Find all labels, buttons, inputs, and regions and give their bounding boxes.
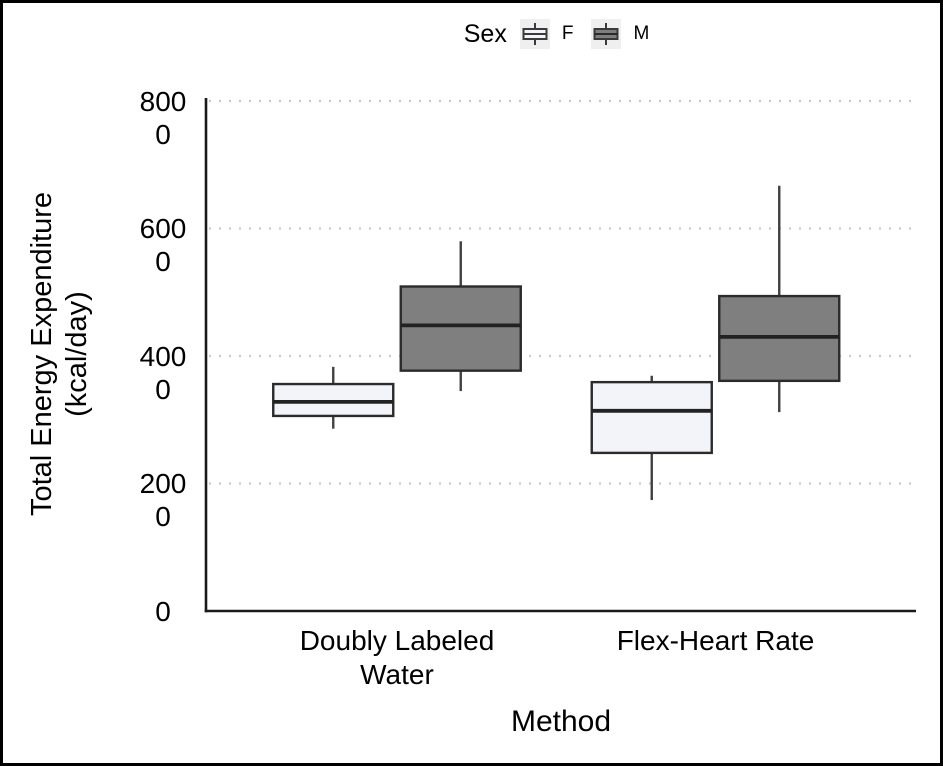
y-tick-label-2000: 200 0 xyxy=(139,468,187,532)
box-f-doubly-labeled-water xyxy=(272,382,395,418)
plot-canvas xyxy=(204,98,916,613)
legend-key-m xyxy=(591,19,622,49)
legend-label-f: F xyxy=(561,23,574,44)
boxplot-glyph-m-icon xyxy=(593,23,619,45)
y-tick-label-4000: 400 0 xyxy=(139,340,187,405)
boxplot-glyph-f-icon xyxy=(522,23,548,45)
y-axis-title-line2: (kcal/day) xyxy=(61,291,93,417)
legend-title: Sex xyxy=(463,19,507,48)
legend-key-f xyxy=(519,19,550,49)
x-axis-title: Method xyxy=(510,705,612,738)
legend: Sex F M xyxy=(206,15,916,53)
y-axis-title-line1: Total Energy Expenditure xyxy=(26,191,58,517)
box-m-doubly-labeled-water xyxy=(399,285,522,372)
x-category-label-flex-heart-rate: Flex-Heart Rate xyxy=(616,625,815,656)
x-category-label-doubly-labeled-water: Doubly Labeled Water xyxy=(299,625,495,690)
y-axis-title: Total Energy Expenditure (kcal/day) xyxy=(25,192,95,516)
y-tick-label-8000: 800 0 xyxy=(139,85,187,150)
y-tick-label-0: 0 xyxy=(155,595,171,627)
box-f-flex-heart-rate xyxy=(590,380,713,455)
y-tick-label-6000: 600 0 xyxy=(139,213,187,277)
legend-label-m: M xyxy=(633,23,650,44)
